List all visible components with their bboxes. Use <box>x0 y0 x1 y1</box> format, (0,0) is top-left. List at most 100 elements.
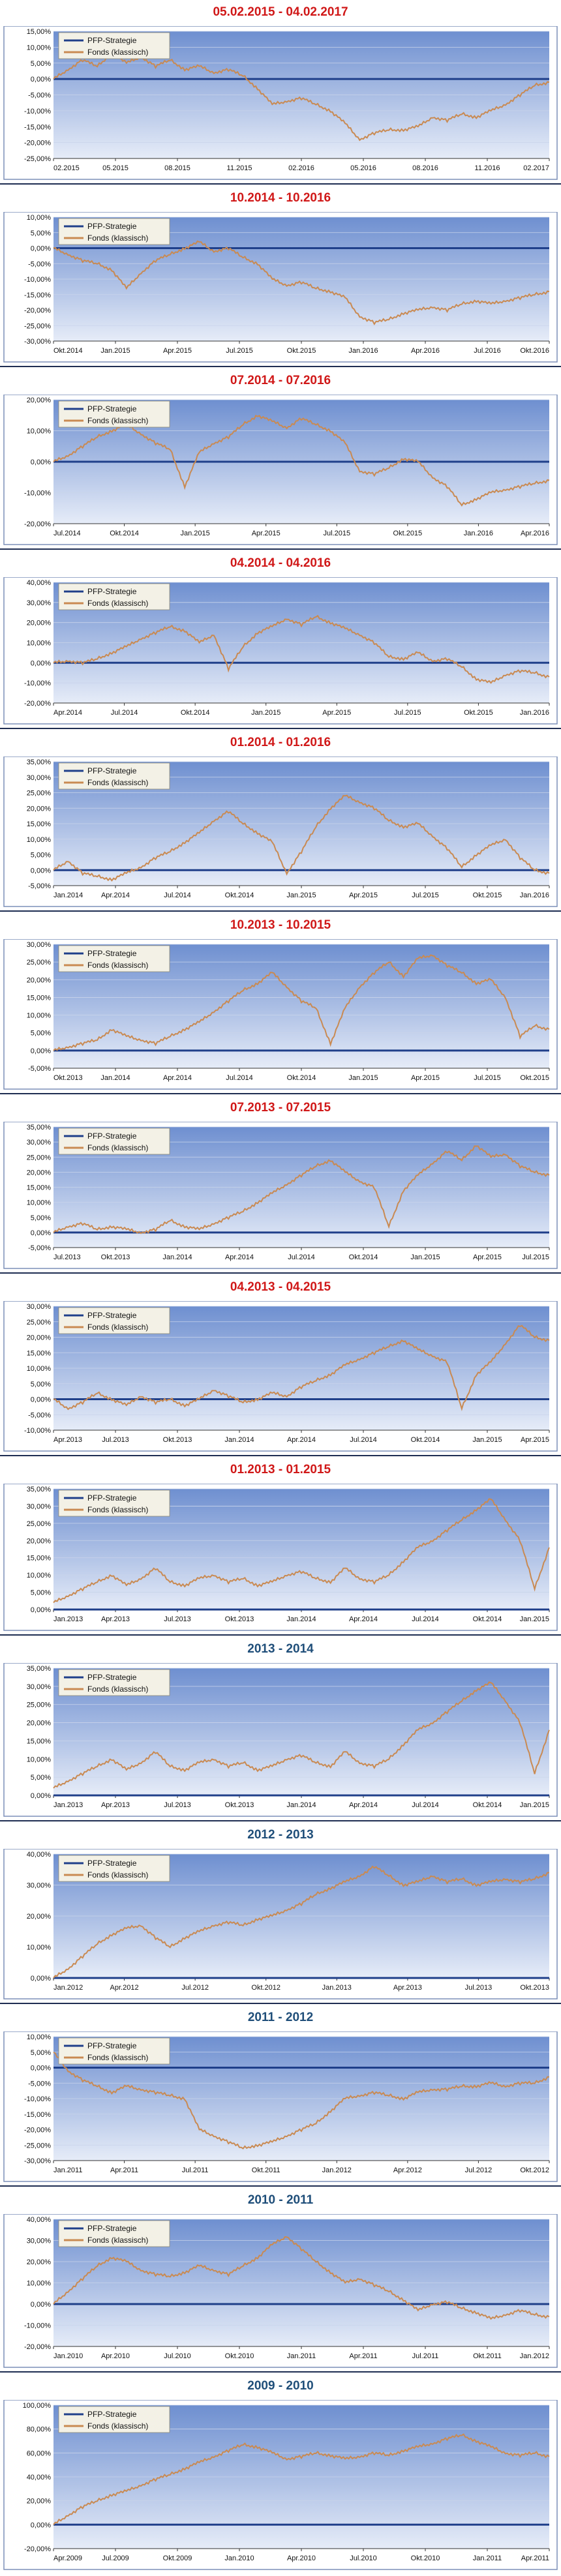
legend-label-strategy: PFP-Strategie <box>87 766 137 775</box>
x-tick-label: Okt.2014 <box>181 709 210 717</box>
y-tick-label: 80,00% <box>27 2426 52 2434</box>
y-tick-label: 10,00% <box>27 1199 52 1207</box>
x-tick-label: Apr.2014 <box>225 1253 254 1261</box>
y-tick-label: 0,00% <box>31 1792 51 1800</box>
x-tick-label: Jan.2012 <box>322 2166 352 2174</box>
x-tick-label: Okt.2014 <box>287 1074 316 1082</box>
y-tick-label: 40,00% <box>27 2474 52 2481</box>
y-tick-label: 0,00% <box>31 659 51 667</box>
x-tick-label: Apr.2013 <box>101 1801 130 1809</box>
x-tick-label: Okt.2015 <box>464 709 493 717</box>
x-tick-label: Jan.2015 <box>251 709 280 717</box>
x-tick-label: Jan.2015 <box>181 530 210 537</box>
x-tick-label: Jul.2015 <box>323 530 350 537</box>
x-tick-label: 02.2016 <box>288 164 314 172</box>
x-tick-label: Okt.2014 <box>411 1436 440 1444</box>
x-tick-label: Jul.2013 <box>102 1436 129 1444</box>
x-tick-label: 02.2017 <box>523 164 549 172</box>
x-tick-label: Jul.2013 <box>164 1801 191 1809</box>
x-tick-label: Jul.2015 <box>522 1253 549 1261</box>
y-tick-label: 15,00% <box>27 1555 52 1563</box>
y-tick-label: 30,00% <box>27 1683 52 1691</box>
y-tick-label: -10,00% <box>24 680 51 687</box>
series-line-fonds-klassisch <box>53 1498 550 1604</box>
y-tick-label: 10,00% <box>27 1572 52 1580</box>
x-tick-label: Jul.2014 <box>412 1801 439 1809</box>
y-tick-label: 20,00% <box>27 1169 52 1176</box>
line-chart: 15,00% 10,00% 5,00% 0,00% -5,00% -10,00% -15,0… <box>3 26 558 180</box>
x-tick-label: Apr.2011 <box>521 2554 549 2562</box>
y-tick-label: 0,00% <box>31 1606 51 1614</box>
x-tick-label: Jan.2013 <box>53 1615 83 1623</box>
y-tick-label: 10,00% <box>27 836 52 844</box>
chart-title: 07.2013 - 07.2015 <box>230 1101 331 1115</box>
line-chart: 30,00% 25,00% 20,00% 15,00% 10,00% 5,00% 0,00%… <box>3 939 558 1090</box>
y-tick-label: -5,00% <box>28 882 51 890</box>
y-tick-label: 25,00% <box>27 1154 52 1161</box>
x-tick-label: Jul.2014 <box>53 530 81 537</box>
legend-label-strategy: PFP-Strategie <box>87 1673 137 1682</box>
y-tick-label: -20,00% <box>24 2343 51 2351</box>
x-tick-label: Jan.2012 <box>53 1984 83 1992</box>
chart-panel: 07.2013 - 07.2015 35,00% 30,00% 25,00% 20,00… <box>0 1096 561 1275</box>
line-chart: 40,00% 30,00% 20,00% 10,00% 0,00%Jan.2012 Apr… <box>3 1849 558 1999</box>
x-tick-label: Jan.2016 <box>348 347 378 355</box>
x-tick-label: Jul.2015 <box>412 891 439 899</box>
x-tick-label: Okt.2014 <box>53 347 83 355</box>
legend-label-strategy: PFP-Strategie <box>87 404 137 413</box>
x-tick-label: Jan.2016 <box>464 530 493 537</box>
legend: PFP-Strategie Fonds (klassisch) <box>58 945 170 972</box>
chart-title: 04.2013 - 04.2015 <box>230 1280 331 1294</box>
chart-panel: 10.2014 - 10.2016 10,00% 5,00% 0,00% -5,00% -… <box>0 186 561 368</box>
legend-label-fund: Fonds (klassisch) <box>87 1685 148 1694</box>
x-tick-label: Okt.2015 <box>287 347 316 355</box>
x-tick-label: Apr.2015 <box>521 1436 549 1444</box>
y-tick-label: -5,00% <box>28 260 51 268</box>
y-tick-label: 20,00% <box>27 2258 52 2266</box>
series-line-fonds-klassisch <box>53 2433 550 2525</box>
x-tick-label: Jul.2009 <box>102 2554 129 2562</box>
x-tick-label: Jul.2013 <box>465 1984 493 1992</box>
legend: PFP-Strategie Fonds (klassisch) <box>58 2406 170 2433</box>
legend-label-strategy: PFP-Strategie <box>87 1859 137 1868</box>
y-tick-label: 15,00% <box>27 1737 52 1745</box>
x-tick-label: Jul.2014 <box>111 709 138 717</box>
y-tick-label: 5,00% <box>31 230 51 237</box>
y-tick-label: 0,00% <box>31 1229 51 1237</box>
x-tick-label: Jan.2015 <box>520 1801 549 1809</box>
chart-panel: 2012 - 2013 40,00% 30,00% 20,00% 10,00% 0,00%… <box>0 1823 561 2005</box>
y-tick-label: 0,00% <box>31 2301 51 2309</box>
y-tick-label: 5,00% <box>31 2049 51 2057</box>
y-tick-label: 15,00% <box>27 1184 52 1192</box>
legend-box <box>58 762 170 790</box>
y-tick-label: 30,00% <box>27 941 52 949</box>
x-tick-label: Okt.2013 <box>225 1801 254 1809</box>
legend-label-fund: Fonds (klassisch) <box>87 2053 148 2062</box>
chart-title: 2013 - 2014 <box>247 1642 314 1656</box>
chart-title: 10.2013 - 10.2015 <box>230 918 331 932</box>
y-tick-label: -10,00% <box>24 2095 51 2103</box>
y-tick-label: 0,00% <box>31 1396 51 1404</box>
y-tick-label: 30,00% <box>27 2238 52 2245</box>
line-chart: 100,00% 80,00% 60,00% 40,00% 20,00% 0,00% -20,… <box>3 2400 558 2570</box>
y-tick-label: 20,00% <box>27 1334 52 1342</box>
legend: PFP-Strategie Fonds (klassisch) <box>58 32 170 59</box>
panel-separator <box>0 1093 561 1094</box>
x-tick-label: Jul.2012 <box>181 1984 209 1992</box>
legend: PFP-Strategie Fonds (klassisch) <box>58 1128 170 1155</box>
panel-separator <box>0 548 561 550</box>
x-tick-label: Jul.2013 <box>164 1615 191 1623</box>
x-tick-label: Okt.2010 <box>411 2554 440 2562</box>
legend: PFP-Strategie Fonds (klassisch) <box>58 218 170 245</box>
x-tick-label: Jul.2012 <box>465 2166 493 2174</box>
x-tick-label: Jul.2016 <box>474 347 501 355</box>
x-tick-label: Okt.2014 <box>349 1253 378 1261</box>
y-tick-label: -10,00% <box>24 1427 51 1435</box>
x-tick-label: Jul.2011 <box>412 2352 439 2360</box>
panel-separator <box>0 2185 561 2187</box>
y-tick-label: -20,00% <box>24 2545 51 2553</box>
y-tick-label: 25,00% <box>27 1319 52 1326</box>
line-chart: 30,00% 25,00% 20,00% 15,00% 10,00% 5,00% 0,00%… <box>3 1301 558 1452</box>
panel-separator <box>0 2003 561 2004</box>
y-tick-label: 0,00% <box>31 867 51 875</box>
